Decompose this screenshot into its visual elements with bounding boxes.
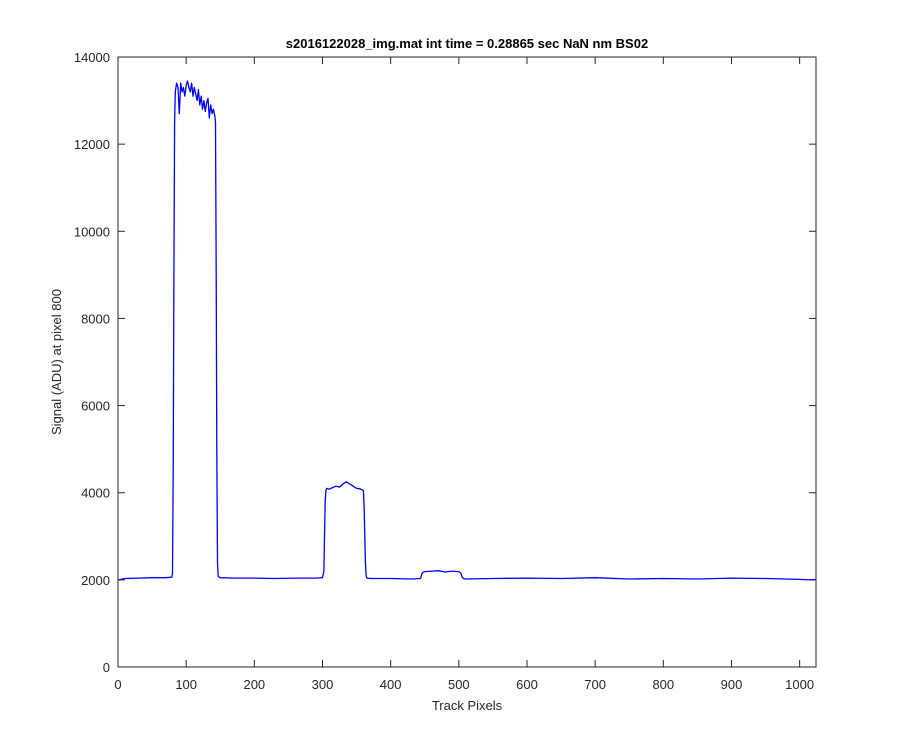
data-series-line — [118, 80, 817, 581]
x-tick-label: 400 — [380, 677, 402, 692]
y-axis-label: Signal (ADU) at pixel 800 — [49, 289, 64, 435]
y-tick-label: 14000 — [74, 50, 110, 65]
y-tick-label: 6000 — [81, 399, 110, 414]
y-tick-label: 10000 — [74, 224, 110, 239]
y-tick-label: 8000 — [81, 311, 110, 326]
plot-frame — [117, 56, 817, 668]
y-tick-label: 12000 — [74, 137, 110, 152]
x-axis-label: Track Pixels — [432, 698, 503, 713]
x-tick-label: 900 — [721, 677, 743, 692]
y-tick-label: 2000 — [81, 573, 110, 588]
x-tick-label: 1000 — [785, 677, 814, 692]
y-tick-label: 4000 — [81, 486, 110, 501]
x-tick-label: 500 — [448, 677, 470, 692]
x-tick-label: 0 — [114, 677, 121, 692]
y-axis-ticks: 0 2000 4000 6000 8000 10000 12000 14000 — [74, 50, 816, 675]
plot-area — [118, 57, 816, 667]
x-tick-label: 100 — [175, 677, 197, 692]
x-tick-label: 800 — [652, 677, 674, 692]
x-tick-label: 300 — [312, 677, 334, 692]
chart-title: s2016122028_img.mat int time = 0.28865 s… — [286, 36, 648, 51]
x-tick-label: 600 — [516, 677, 538, 692]
x-axis-ticks: 0 100 200 300 400 500 600 700 800 900 1000 — [114, 57, 814, 692]
y-tick-label: 0 — [103, 660, 110, 675]
x-tick-label: 700 — [584, 677, 606, 692]
x-tick-label: 200 — [243, 677, 265, 692]
